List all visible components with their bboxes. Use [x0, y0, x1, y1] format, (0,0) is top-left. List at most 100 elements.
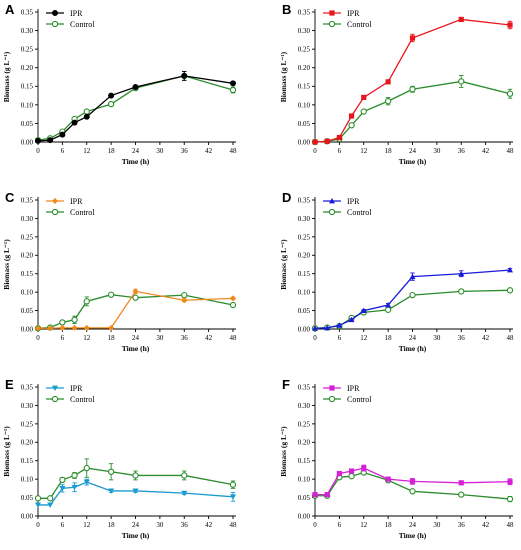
y-tick-label: 0.00	[21, 138, 34, 146]
y-tick-label: 0.05	[298, 307, 311, 315]
x-tick-label: 0	[36, 147, 40, 155]
data-point	[336, 471, 342, 477]
y-tick-label: 0.10	[298, 101, 311, 109]
legend-label: IPR	[347, 197, 360, 206]
panel-letter: C	[5, 190, 15, 205]
y-tick-label: 0.05	[298, 120, 311, 128]
y-axis-title: Biomass (g L⁻¹)	[2, 426, 11, 477]
data-point	[348, 468, 355, 474]
x-tick-label: 36	[458, 147, 466, 155]
data-point	[409, 35, 416, 41]
y-tick-label: 0.15	[298, 270, 311, 278]
y-tick-label: 0.25	[298, 46, 311, 54]
data-point	[181, 297, 188, 304]
data-point	[336, 134, 342, 141]
y-tick-label: 0.05	[21, 307, 34, 315]
data-point	[83, 108, 90, 115]
data-point	[348, 473, 355, 480]
x-tick-label: 12	[83, 521, 91, 529]
data-point	[107, 291, 115, 298]
legend-marker	[52, 385, 58, 391]
x-tick-label: 30	[433, 521, 441, 529]
y-axis-title: Biomass (g L⁻¹)	[2, 239, 11, 290]
x-tick-label: 12	[83, 147, 91, 155]
data-point	[506, 495, 514, 503]
data-point	[229, 301, 237, 309]
x-tick-label: 36	[458, 521, 466, 529]
data-point	[458, 480, 464, 486]
y-axis-title: Biomass (g L⁻¹)	[279, 51, 288, 102]
data-point	[83, 479, 90, 486]
legend-label: IPR	[347, 9, 360, 18]
y-tick-label: 0.10	[298, 476, 311, 484]
series-ipr	[312, 267, 513, 331]
series-control	[311, 75, 514, 146]
x-tick-label: 42	[205, 147, 213, 155]
data-point	[458, 491, 465, 498]
data-point	[132, 488, 139, 494]
x-tick-label: 12	[360, 147, 368, 155]
x-tick-label: 24	[132, 147, 140, 155]
y-tick-label: 0.00	[21, 325, 34, 333]
y-tick-label: 0.00	[21, 512, 34, 520]
x-tick-label: 0	[36, 521, 40, 529]
series-line	[315, 471, 511, 500]
data-point	[71, 324, 78, 331]
x-tick-label: 24	[409, 521, 417, 529]
x-tick-label: 18	[108, 334, 116, 342]
x-tick-label: 18	[385, 521, 393, 529]
data-point	[458, 288, 465, 295]
y-tick-label: 0.05	[21, 494, 34, 502]
data-point	[230, 494, 236, 500]
x-tick-label: 6	[61, 147, 65, 155]
data-point	[348, 113, 355, 119]
y-tick-label: 0.35	[21, 383, 34, 391]
data-point	[384, 306, 392, 313]
y-tick-label: 0.25	[298, 420, 311, 428]
y-axis-title: Biomass (g L⁻¹)	[279, 426, 288, 477]
legend: IPR Control	[46, 9, 95, 29]
data-point	[108, 488, 115, 494]
x-tick-label: 30	[156, 334, 164, 342]
y-tick-label: 0.20	[21, 64, 34, 72]
x-tick-label: 36	[181, 334, 189, 342]
x-tick-label: 6	[338, 521, 342, 529]
y-tick-label: 0.15	[21, 270, 34, 278]
data-point	[229, 80, 236, 87]
data-point	[83, 324, 90, 331]
series-ipr	[312, 464, 513, 498]
data-point	[506, 90, 514, 97]
x-tick-label: 42	[205, 334, 213, 342]
data-point	[59, 319, 66, 326]
data-point	[107, 100, 115, 108]
panel-f: F 0.00 0.05 0.10 0.15 0.20 0.25 0.30 0.35 0 6 12 18 2…	[279, 377, 514, 540]
y-tick-label: 0.30	[21, 27, 34, 35]
legend-label: IPR	[347, 384, 360, 393]
legend-label: IPR	[70, 197, 83, 206]
data-point	[181, 490, 188, 497]
y-tick-label: 0.10	[21, 101, 34, 109]
data-point	[458, 270, 465, 277]
legend-label: Control	[70, 208, 95, 217]
data-point	[409, 478, 416, 484]
y-tick-label: 0.35	[298, 196, 311, 204]
panel-d: D 0.00 0.05 0.10 0.15 0.20 0.25 0.30 0.35 0 6 12 18 2…	[279, 190, 514, 353]
data-point	[458, 78, 465, 85]
x-tick-label: 30	[433, 334, 441, 342]
x-tick-label: 48	[230, 521, 238, 529]
y-tick-label: 0.10	[21, 476, 34, 484]
x-tick-label: 0	[313, 334, 317, 342]
series-ipr	[312, 16, 513, 145]
data-point	[47, 137, 54, 144]
y-tick-label: 0.15	[21, 83, 34, 91]
series-control	[34, 458, 237, 502]
data-point	[361, 465, 367, 471]
data-point	[108, 92, 115, 99]
x-tick-label: 42	[482, 521, 490, 529]
x-tick-label: 48	[507, 521, 515, 529]
data-point	[384, 97, 392, 105]
legend-marker	[329, 10, 335, 16]
y-tick-label: 0.00	[298, 325, 311, 333]
x-axis-title: Time (h)	[122, 157, 150, 166]
